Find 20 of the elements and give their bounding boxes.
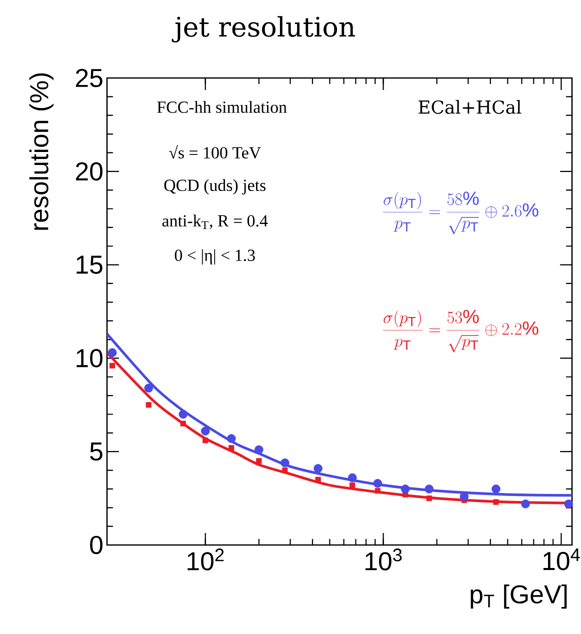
y-tick-label: 20 [76, 162, 102, 181]
y-tick-label: 15 [76, 256, 102, 274]
annotation: anti-k$_{T}$, R = 0.4 [162, 214, 268, 230]
annotation: FCC-hh simulation [157, 100, 287, 113]
annotation: ECal+HCal [418, 100, 522, 114]
y-tick-label: 0 [90, 536, 102, 554]
y-tick-label: 5 [90, 442, 102, 461]
annotation: 0 < |η| < 1.3 [174, 249, 255, 265]
annotation: QCD (uds) jets [164, 179, 266, 194]
y-tick-label: 10 [76, 349, 102, 368]
x-tick-label: 10$^{4}$ [543, 548, 580, 570]
x-tick-label: 10$^{3}$ [366, 548, 402, 570]
annotation: $\frac{\sigma(p_{\mathrm{T}})}{p_{\mathrm{T}}} = \frac{58\%}{\sqrt{p_{\mathrm{T}}}} \oplus 2.6\%$ [383, 192, 538, 234]
annotation: $\frac{\sigma(p_{\mathrm{T}})}{p_{\mathrm{T}}} = \frac{53\%}{\sqrt{p_{\mathrm{T}}}} \oplus 2.2\%$ [383, 310, 538, 352]
annotation: √s = 100 TeV [169, 144, 261, 159]
chart-title: jet resolution [172, 16, 355, 43]
y-tick-label: 25 [76, 68, 102, 88]
x-tick-label: 10$^{2}$ [188, 548, 224, 570]
y-axis-title: resolution (%) [29, 73, 54, 230]
x-axis-title: p$_{T}$ [GeV] [470, 584, 567, 609]
